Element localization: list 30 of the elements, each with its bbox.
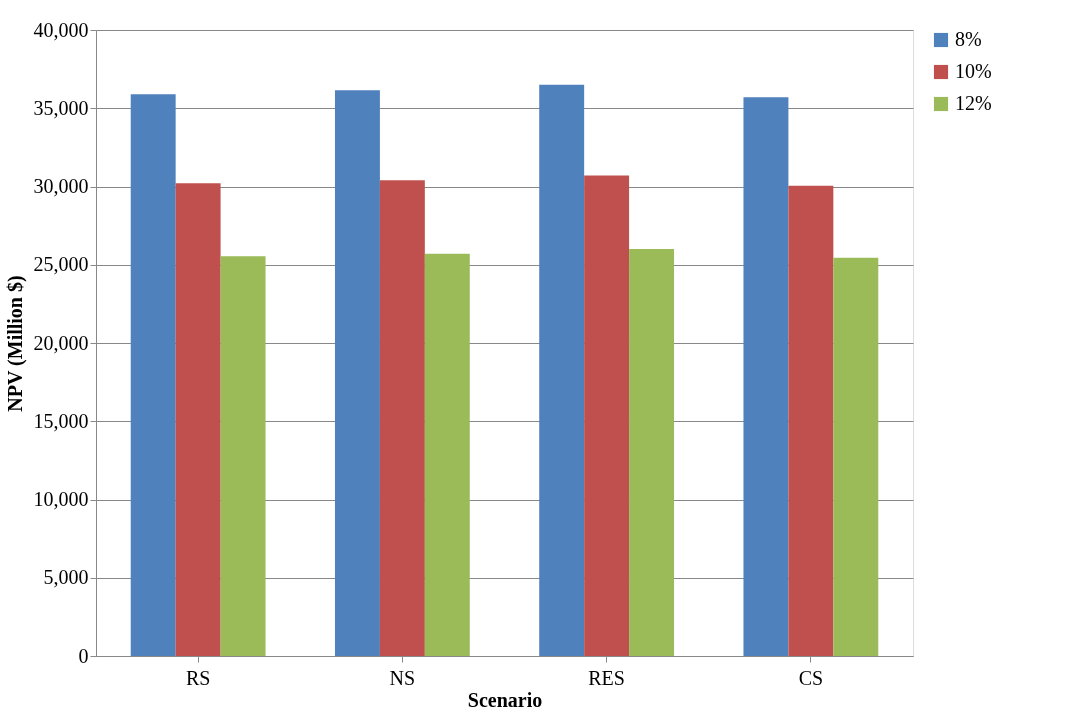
bar xyxy=(379,180,425,656)
bar xyxy=(788,185,834,656)
bar xyxy=(743,97,789,656)
y-tick-label: 15,000 xyxy=(33,409,89,432)
bar xyxy=(334,90,380,656)
y-tick-label: 10,000 xyxy=(33,488,89,510)
y-tick-label: 40,000 xyxy=(33,18,89,41)
bar xyxy=(584,175,630,656)
legend-label: 12% xyxy=(955,92,992,114)
bar xyxy=(424,253,470,656)
bar xyxy=(539,84,585,656)
x-tick-label: NS xyxy=(389,666,416,689)
x-tick-label: RES xyxy=(588,666,625,689)
y-tick-label: 20,000 xyxy=(33,331,89,354)
y-tick-label: 35,000 xyxy=(33,96,89,119)
bar xyxy=(175,183,221,656)
bar xyxy=(130,94,176,656)
y-tick-label: 5,000 xyxy=(43,566,89,589)
bar xyxy=(629,249,675,656)
x-axis-title: Scenario xyxy=(467,688,543,711)
x-tick-label: CS xyxy=(798,666,824,689)
y-tick-label: 30,000 xyxy=(33,175,89,197)
y-tick-label: 0 xyxy=(78,644,89,667)
bar xyxy=(220,256,266,656)
x-tick-label: RS xyxy=(185,666,211,689)
legend-label: 10% xyxy=(955,60,992,82)
y-tick-label: 25,000 xyxy=(33,253,89,276)
y-axis-title: NPV (Million $) xyxy=(3,275,27,412)
bar xyxy=(833,257,879,656)
legend-label: 8% xyxy=(955,28,982,50)
